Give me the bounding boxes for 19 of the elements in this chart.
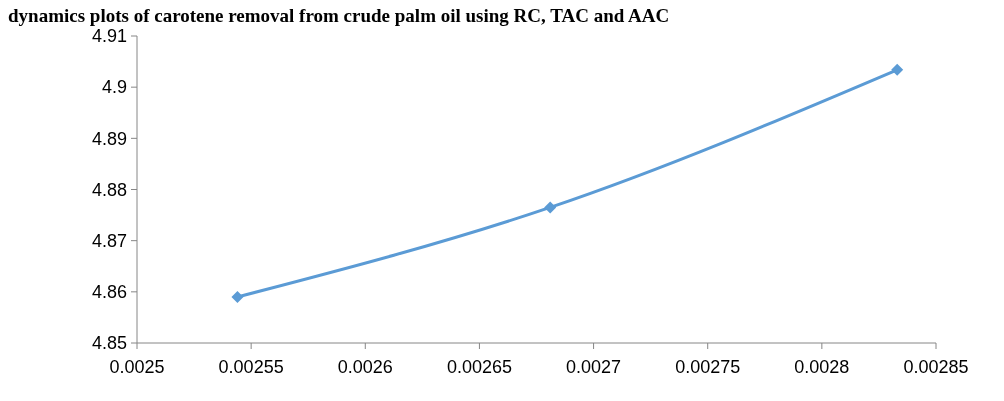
x-tick-label: 0.00285 <box>903 357 969 377</box>
y-tick-label: 4.89 <box>91 128 127 149</box>
point <box>544 201 557 214</box>
point <box>891 63 904 76</box>
point <box>231 290 244 303</box>
y-tick-label: 4.86 <box>91 282 127 303</box>
y-tick-label: 4.9 <box>101 77 127 98</box>
y-tick-label: 4.88 <box>91 179 127 200</box>
x-tick-label: 0.00275 <box>675 357 741 377</box>
y-tick-label: 4.85 <box>91 333 127 354</box>
x-tick-label: 0.00255 <box>218 357 284 377</box>
x-tick-label: 0.0028 <box>794 357 850 377</box>
chart-title: dynamics plots of carotene removal from crude palm oil using RC, TAC and AAC <box>8 5 670 26</box>
x-tick-label: 0.0027 <box>566 357 622 377</box>
x-tick-label: 0.0026 <box>337 357 393 377</box>
x-tick-label: 0.00265 <box>446 357 512 377</box>
y-tick-label: 4.91 <box>91 26 127 47</box>
x-tick-label: 0.0025 <box>109 357 165 377</box>
y-tick-label: 4.87 <box>91 230 127 251</box>
